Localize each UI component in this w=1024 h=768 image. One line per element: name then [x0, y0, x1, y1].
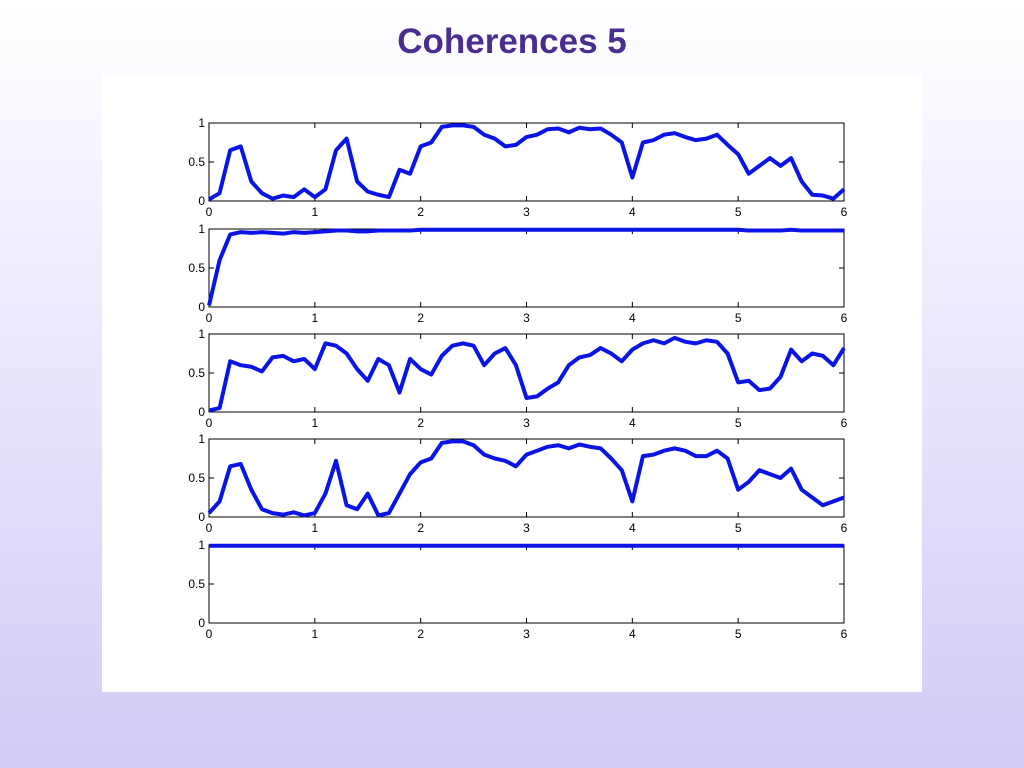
plot-area — [208, 544, 845, 624]
x-tick-label: 6 — [841, 627, 848, 641]
y-tick-label: 0 — [198, 405, 205, 419]
x-tick-label: 3 — [523, 205, 530, 219]
x-tick-label: 4 — [629, 311, 636, 325]
x-tick-label: 4 — [629, 205, 636, 219]
plot-area — [208, 228, 845, 308]
x-tick-label: 3 — [523, 416, 530, 430]
x-tick-label: 3 — [523, 311, 530, 325]
x-tick-label: 5 — [735, 205, 742, 219]
x-tick-label: 6 — [841, 521, 848, 535]
y-tick-label: 0 — [198, 510, 205, 524]
series-line — [207, 123, 846, 202]
x-tick-label: 0 — [206, 627, 213, 641]
x-tick-label: 1 — [311, 205, 318, 219]
slide-title: Coherences 5 — [397, 22, 627, 61]
y-tick-label: 1 — [198, 222, 205, 236]
x-tick-label: 1 — [311, 311, 318, 325]
x-tick-label: 4 — [629, 521, 636, 535]
x-tick-label: 0 — [206, 311, 213, 325]
x-tick-label: 4 — [629, 416, 636, 430]
y-tick-label: 0.5 — [188, 366, 205, 380]
x-tick-label: 0 — [206, 416, 213, 430]
x-tick-label: 6 — [841, 416, 848, 430]
x-tick-label: 6 — [841, 205, 848, 219]
x-tick-label: 3 — [523, 627, 530, 641]
y-tick-label: 1 — [198, 116, 205, 130]
y-tick-label: 0.5 — [188, 577, 205, 591]
y-tick-label: 0 — [198, 194, 205, 208]
x-tick-label: 4 — [629, 627, 636, 641]
y-tick-label: 0.5 — [188, 261, 205, 275]
series-line — [207, 227, 844, 306]
plot-area — [208, 333, 845, 413]
series-line — [208, 335, 846, 413]
x-tick-label: 1 — [311, 627, 318, 641]
x-tick-label: 2 — [417, 521, 424, 535]
plot-area — [208, 438, 845, 518]
y-tick-label: 0 — [198, 616, 205, 630]
y-tick-label: 0.5 — [188, 155, 205, 169]
y-tick-label: 0.5 — [188, 471, 205, 485]
y-tick-label: 1 — [198, 538, 205, 552]
y-tick-label: 1 — [198, 327, 205, 341]
x-tick-label: 1 — [311, 416, 318, 430]
series-line — [207, 439, 845, 518]
x-tick-label: 6 — [841, 311, 848, 325]
x-tick-label: 3 — [523, 521, 530, 535]
y-tick-label: 1 — [198, 432, 205, 446]
x-tick-label: 5 — [735, 311, 742, 325]
x-tick-label: 2 — [417, 311, 424, 325]
x-tick-label: 2 — [417, 627, 424, 641]
y-tick-label: 0 — [198, 300, 205, 314]
x-tick-label: 0 — [206, 521, 213, 535]
x-tick-label: 2 — [417, 205, 424, 219]
x-tick-label: 5 — [735, 627, 742, 641]
x-tick-label: 5 — [735, 416, 742, 430]
x-tick-label: 5 — [735, 521, 742, 535]
x-tick-label: 2 — [417, 416, 424, 430]
x-tick-label: 1 — [311, 521, 318, 535]
x-tick-label: 0 — [206, 205, 213, 219]
